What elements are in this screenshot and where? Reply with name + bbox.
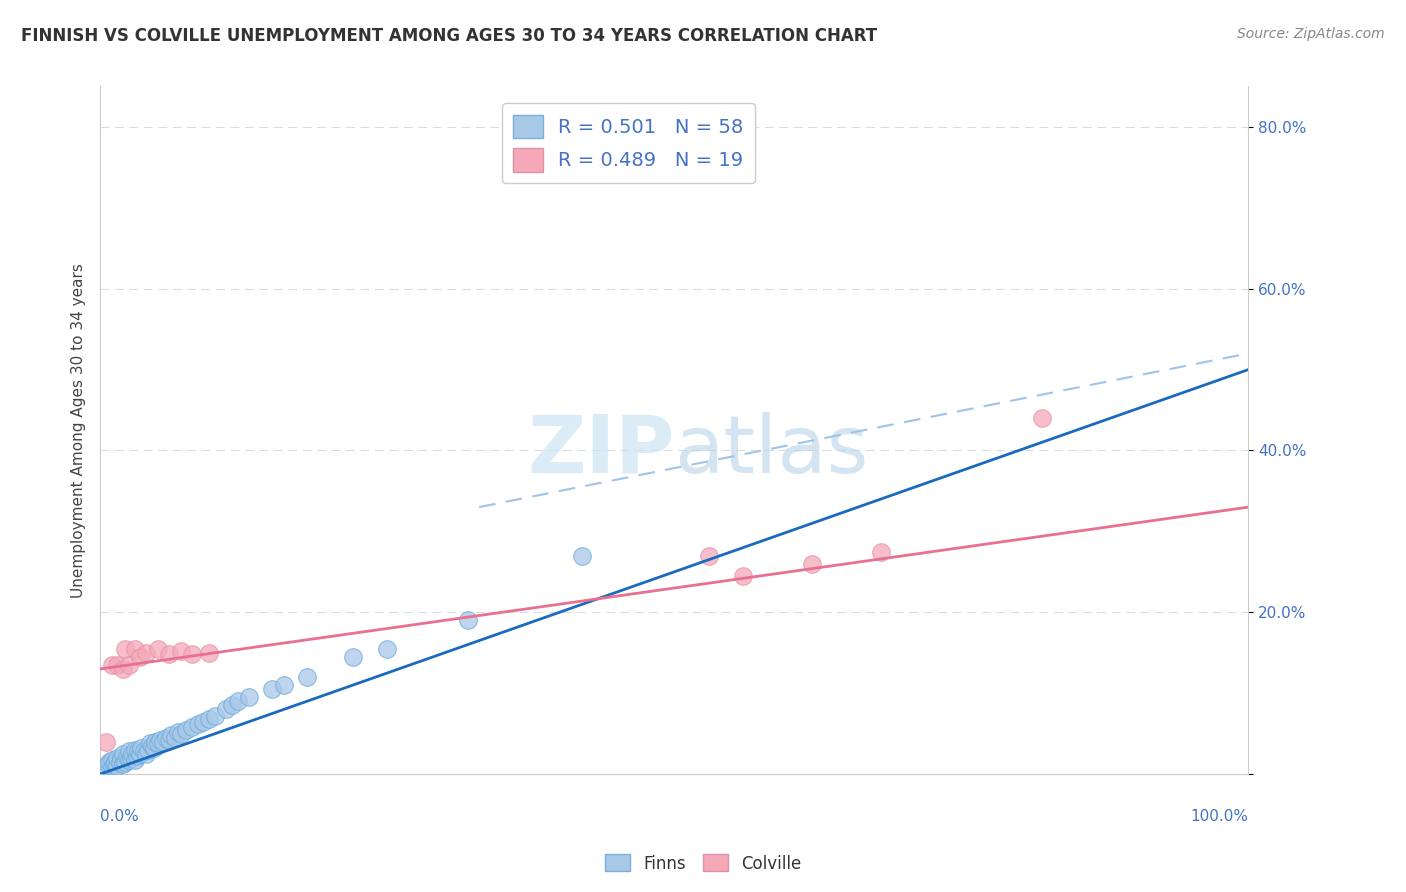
Point bbox=[198, 646, 221, 660]
Point bbox=[127, 744, 149, 758]
Point bbox=[125, 749, 148, 764]
Point bbox=[118, 657, 141, 672]
Text: atlas: atlas bbox=[675, 412, 869, 490]
Point bbox=[221, 698, 243, 713]
Point bbox=[198, 712, 221, 726]
Point bbox=[129, 747, 152, 761]
Point bbox=[801, 557, 824, 571]
Text: Source: ZipAtlas.com: Source: ZipAtlas.com bbox=[1237, 27, 1385, 41]
Point bbox=[100, 759, 122, 773]
Point bbox=[138, 736, 160, 750]
Legend: Finns, Colville: Finns, Colville bbox=[598, 847, 808, 880]
Point bbox=[124, 641, 146, 656]
Point bbox=[143, 735, 166, 749]
Point bbox=[112, 662, 135, 676]
Point bbox=[733, 569, 755, 583]
Point bbox=[146, 736, 169, 750]
Point bbox=[108, 755, 131, 769]
Point bbox=[295, 670, 318, 684]
Point bbox=[342, 649, 364, 664]
Point bbox=[94, 759, 117, 773]
Point bbox=[204, 709, 226, 723]
Point bbox=[870, 544, 893, 558]
Point bbox=[1031, 411, 1053, 425]
Point bbox=[215, 702, 238, 716]
Point bbox=[187, 717, 209, 731]
Point bbox=[181, 648, 204, 662]
Point bbox=[138, 743, 160, 757]
Point bbox=[157, 648, 180, 662]
Point bbox=[118, 744, 141, 758]
Point bbox=[118, 753, 141, 767]
Point bbox=[457, 614, 479, 628]
Point bbox=[105, 751, 128, 765]
Point bbox=[160, 728, 183, 742]
Point bbox=[155, 731, 177, 745]
Text: ZIP: ZIP bbox=[527, 412, 675, 490]
Point bbox=[112, 747, 135, 761]
Point bbox=[131, 741, 153, 756]
Point bbox=[135, 646, 157, 660]
Point bbox=[129, 649, 152, 664]
Point bbox=[167, 725, 190, 739]
Point bbox=[114, 641, 136, 656]
Point bbox=[141, 739, 163, 753]
Point bbox=[697, 549, 720, 563]
Point bbox=[124, 743, 146, 757]
Point bbox=[262, 682, 284, 697]
Point bbox=[238, 690, 260, 705]
Point bbox=[135, 747, 157, 761]
Point bbox=[143, 741, 166, 756]
Point bbox=[97, 757, 120, 772]
Point bbox=[132, 744, 155, 758]
Point bbox=[100, 657, 122, 672]
Point bbox=[157, 733, 180, 747]
Legend: R = 0.501   N = 58, R = 0.489   N = 19: R = 0.501 N = 58, R = 0.489 N = 19 bbox=[502, 103, 755, 184]
Point bbox=[273, 678, 295, 692]
Point bbox=[193, 714, 215, 729]
Point bbox=[146, 641, 169, 656]
Point bbox=[149, 733, 172, 747]
Text: FINNISH VS COLVILLE UNEMPLOYMENT AMONG AGES 30 TO 34 YEARS CORRELATION CHART: FINNISH VS COLVILLE UNEMPLOYMENT AMONG A… bbox=[21, 27, 877, 45]
Y-axis label: Unemployment Among Ages 30 to 34 years: Unemployment Among Ages 30 to 34 years bbox=[72, 263, 86, 598]
Text: 0.0%: 0.0% bbox=[100, 808, 139, 823]
Point bbox=[114, 755, 136, 769]
Point bbox=[105, 657, 128, 672]
Point bbox=[100, 753, 122, 767]
Point bbox=[226, 694, 249, 708]
Point bbox=[152, 735, 174, 749]
Point bbox=[98, 755, 121, 769]
Point bbox=[115, 749, 138, 764]
Point bbox=[375, 641, 398, 656]
Point bbox=[174, 723, 197, 737]
Point bbox=[94, 735, 117, 749]
Point bbox=[120, 751, 142, 765]
Point bbox=[112, 757, 135, 772]
Point bbox=[124, 753, 146, 767]
Point bbox=[103, 757, 125, 772]
Point bbox=[571, 549, 593, 563]
Point bbox=[181, 720, 204, 734]
Point bbox=[169, 727, 191, 741]
Point bbox=[110, 751, 132, 765]
Point bbox=[105, 759, 128, 773]
Point bbox=[121, 747, 143, 761]
Text: 100.0%: 100.0% bbox=[1191, 808, 1249, 823]
Point bbox=[169, 644, 191, 658]
Point bbox=[104, 755, 127, 769]
Point bbox=[163, 731, 186, 745]
